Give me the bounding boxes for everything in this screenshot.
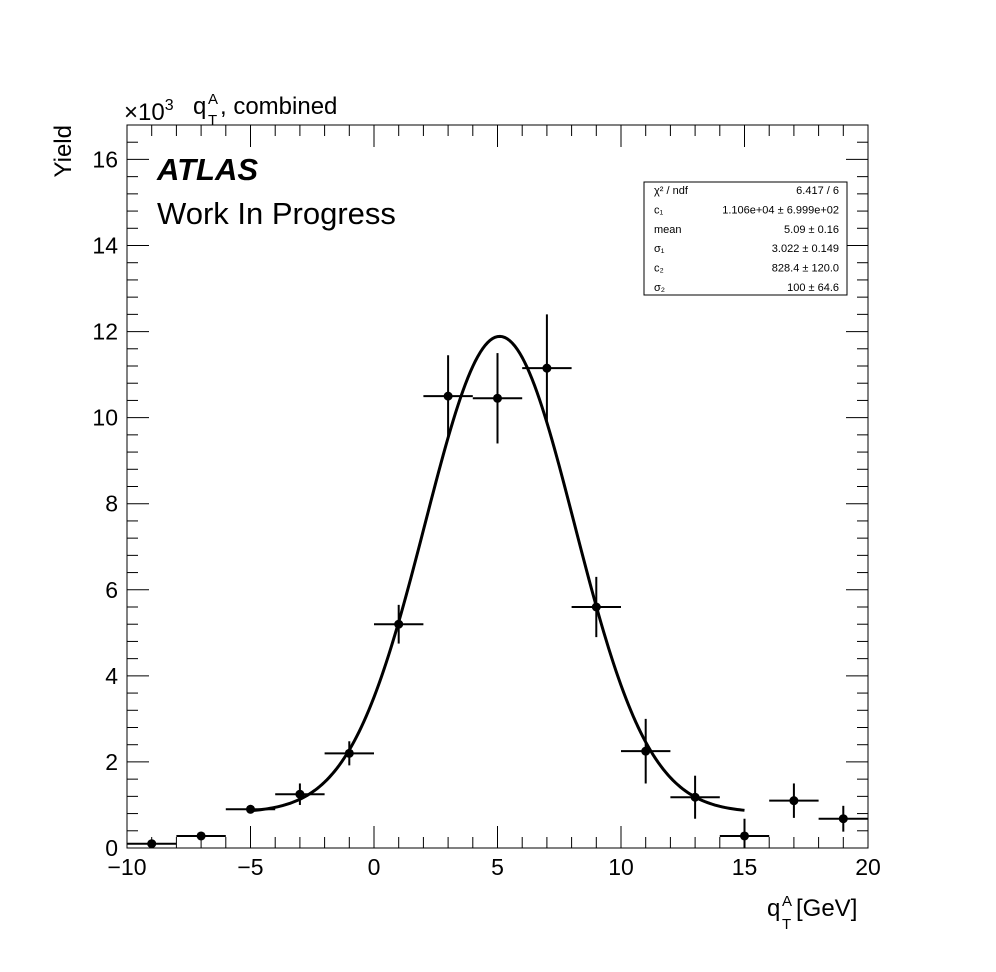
point-marker [443, 391, 453, 401]
data-point [176, 831, 226, 841]
axis-ticks [126, 124, 869, 849]
data-point [225, 804, 276, 814]
point-marker [344, 748, 354, 758]
data-point [670, 775, 720, 819]
point-marker [789, 796, 799, 806]
y-tick-label: 0 [105, 835, 118, 861]
data-point [719, 818, 770, 848]
title-sub: T [208, 112, 217, 129]
y-tick-label: 8 [105, 491, 118, 517]
data-point [769, 783, 819, 818]
point-marker [493, 393, 502, 403]
x-label-sub: T [782, 916, 791, 933]
fit-curve [250, 334, 745, 813]
stats-label: mean [654, 224, 682, 236]
title-sup: A [208, 91, 218, 108]
x-tick-label: 5 [491, 854, 504, 880]
data-point [374, 604, 424, 644]
y-tick-label: 14 [92, 233, 118, 259]
stats-value: 3.022 ± 0.149 [772, 243, 839, 255]
data-point [522, 314, 572, 422]
stats-label: c₂ [654, 263, 664, 275]
stats-value: 828.4 ± 120.0 [772, 263, 839, 275]
x-tick-label: 10 [608, 854, 634, 880]
x-tick-label: 15 [732, 854, 758, 880]
x-axis-label: q A T [GeV] [767, 893, 857, 933]
stats-value: 1.106e+04 ± 6.999e+02 [722, 204, 839, 216]
point-marker [591, 602, 601, 612]
x-tick-label: −5 [237, 854, 263, 880]
y-tick-labels: 0 2 4 6 8 10 12 14 16 [92, 146, 118, 861]
point-marker [641, 746, 651, 756]
point-marker [690, 792, 700, 802]
x-label-sup: A [782, 893, 792, 910]
data-point [571, 576, 621, 638]
y-tick-label: 2 [105, 749, 118, 775]
chart-title: q A T , combined [193, 91, 337, 129]
stats-value: 6.417 / 6 [796, 185, 839, 197]
x-label-base: q [767, 895, 780, 922]
y-tick-label: 4 [105, 663, 118, 689]
atlas-label: ATLAS [156, 152, 258, 187]
stats-label: χ² / ndf [654, 185, 689, 197]
data-points [127, 314, 868, 849]
title-rest: , combined [220, 93, 337, 120]
y-tick-label: 16 [92, 146, 118, 172]
stats-value: 100 ± 64.6 [787, 282, 839, 294]
point-marker [740, 831, 749, 841]
point-marker [295, 789, 305, 799]
point-marker [196, 831, 206, 841]
data-point [324, 741, 374, 766]
stats-label: σ₂ [654, 282, 665, 294]
data-point [472, 353, 523, 444]
x-tick-label: 0 [368, 854, 381, 880]
point-marker [394, 619, 404, 629]
point-marker [246, 804, 255, 814]
x-tick-labels: −10 −5 0 5 10 15 20 [107, 854, 880, 880]
data-point [275, 783, 325, 805]
point-marker [838, 814, 848, 824]
data-point [818, 805, 868, 832]
y-multiplier: ×103 [124, 97, 174, 126]
point-marker [147, 839, 157, 849]
y-tick-label: 12 [92, 319, 118, 345]
fit-line [250, 334, 745, 813]
title-base: q [193, 93, 206, 120]
data-point [423, 355, 473, 438]
fit-stats-box: χ² / ndf 6.417 / 6 c₁ 1.106e+04 ± 6.999e+02… [643, 181, 848, 296]
x-tick-label: −10 [107, 854, 146, 880]
x-label-rest: [GeV] [796, 895, 857, 922]
work-in-progress-label: Work In Progress [157, 196, 396, 231]
y-tick-label: 10 [92, 405, 118, 431]
data-point [621, 718, 671, 784]
stats-label: c₁ [654, 204, 664, 216]
point-marker [542, 363, 552, 373]
x-tick-label: 20 [855, 854, 881, 880]
y-tick-label: 6 [105, 577, 118, 603]
stats-label: σ₁ [654, 243, 665, 255]
stats-value: 5.09 ± 0.16 [784, 224, 839, 236]
stats-box-frame [643, 181, 848, 296]
data-point [127, 839, 177, 849]
y-axis-label: Yield [50, 125, 77, 177]
